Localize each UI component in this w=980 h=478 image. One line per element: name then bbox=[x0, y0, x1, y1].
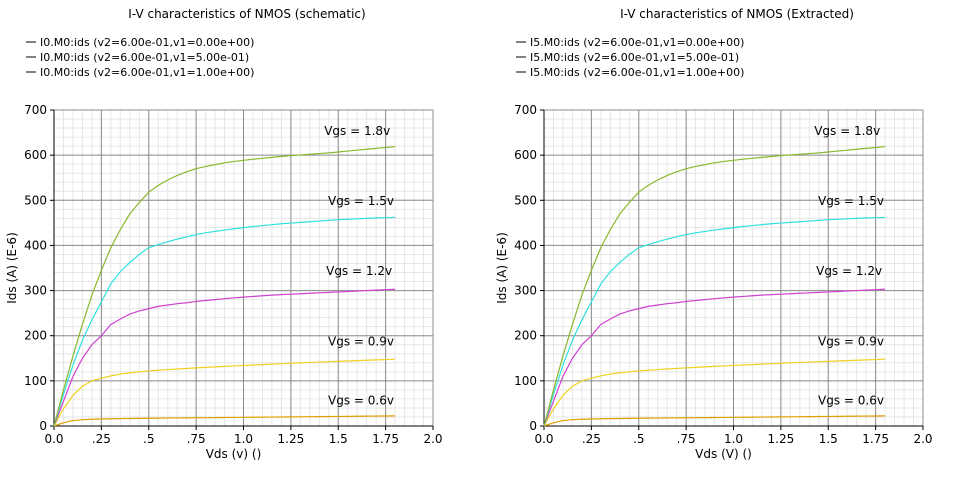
x-tick-label: 1.25 bbox=[278, 432, 305, 446]
x-tick-label: .5 bbox=[633, 432, 644, 446]
legend-entry: I5.M0:ids (v2=6.00e-01,v1=0.00e+00) bbox=[530, 36, 744, 49]
curve-label: Vgs = 1.2v bbox=[326, 264, 392, 278]
x-tick-label: .75 bbox=[677, 432, 696, 446]
curve-label: Vgs = 0.6v bbox=[818, 393, 884, 407]
x-tick-label: 1.75 bbox=[862, 432, 889, 446]
x-tick-label: 0.0 bbox=[44, 432, 63, 446]
x-tick-label: .25 bbox=[582, 432, 601, 446]
x-tick-label: 1.75 bbox=[372, 432, 399, 446]
y-tick-label: 0 bbox=[529, 419, 537, 433]
x-tick-label: 1.0 bbox=[234, 432, 253, 446]
y-tick-label: 200 bbox=[24, 329, 47, 343]
legend-entry: I0.M0:ids (v2=6.00e-01,v1=1.00e+00) bbox=[40, 66, 254, 79]
curve-label: Vgs = 1.5v bbox=[328, 194, 394, 208]
y-tick-label: 600 bbox=[514, 148, 537, 162]
y-tick-label: 500 bbox=[24, 193, 47, 207]
curve-label: Vgs = 0.9v bbox=[818, 335, 884, 349]
x-tick-label: 2.0 bbox=[423, 432, 442, 446]
series-line-1 bbox=[53, 415, 396, 427]
x-tick-label: .25 bbox=[92, 432, 111, 446]
x-axis-label: Vds (V) () bbox=[695, 447, 752, 461]
y-tick-label: 300 bbox=[514, 284, 537, 298]
legend-entry: I5.M0:ids (v2=6.00e-01,v1=1.00e+00) bbox=[530, 66, 744, 79]
series-line-3 bbox=[53, 288, 396, 427]
legend-entry: I5.M0:ids (v2=6.00e-01,v1=5.00e-01) bbox=[530, 51, 739, 64]
y-tick-label: 100 bbox=[514, 374, 537, 388]
chart-panel-1: I-V characteristics of NMOS (schematic) I… bbox=[5, 7, 443, 461]
curve-label: Vgs = 0.6v bbox=[328, 393, 394, 407]
x-tick-label: 2.0 bbox=[913, 432, 932, 446]
series-line-4 bbox=[53, 216, 396, 427]
chart-title: I-V characteristics of NMOS (Extracted) bbox=[620, 7, 854, 21]
y-tick-label: 200 bbox=[514, 329, 537, 343]
chart-panel-2: I-V characteristics of NMOS (Extracted) I… bbox=[495, 7, 933, 461]
series-line-2 bbox=[53, 358, 396, 427]
series-line-5 bbox=[53, 145, 396, 427]
x-tick-label: 0.0 bbox=[534, 432, 553, 446]
y-tick-label: 100 bbox=[24, 374, 47, 388]
legend-entry: I0.M0:ids (v2=6.00e-01,v1=0.00e+00) bbox=[40, 36, 254, 49]
y-tick-label: 400 bbox=[24, 238, 47, 252]
series-line-4 bbox=[543, 216, 886, 427]
x-tick-label: 1.5 bbox=[329, 432, 348, 446]
curve-label: Vgs = 0.9v bbox=[328, 335, 394, 349]
y-tick-label: 300 bbox=[24, 284, 47, 298]
x-tick-label: 1.5 bbox=[819, 432, 838, 446]
curve-label: Vgs = 1.2v bbox=[816, 264, 882, 278]
y-tick-label: 700 bbox=[514, 103, 537, 117]
chart-title: I-V characteristics of NMOS (schematic) bbox=[128, 7, 365, 21]
x-tick-label: 1.0 bbox=[724, 432, 743, 446]
series-line-5 bbox=[543, 145, 886, 427]
legend-entry: I0.M0:ids (v2=6.00e-01,v1=5.00e-01) bbox=[40, 51, 249, 64]
x-tick-label: 1.25 bbox=[768, 432, 795, 446]
series-line-2 bbox=[543, 358, 886, 427]
series-line-3 bbox=[543, 288, 886, 427]
grid bbox=[544, 109, 924, 426]
x-tick-label: .75 bbox=[187, 432, 206, 446]
series-group bbox=[543, 145, 886, 427]
curve-label: Vgs = 1.5v bbox=[818, 194, 884, 208]
series-line-1 bbox=[543, 415, 886, 427]
legend: I5.M0:ids (v2=6.00e-01,v1=0.00e+00) I5.M0… bbox=[516, 36, 744, 79]
legend: I0.M0:ids (v2=6.00e-01,v1=0.00e+00) I0.M0… bbox=[26, 36, 254, 79]
y-tick-label: 600 bbox=[24, 148, 47, 162]
y-axis-label: Ids (A) (E-6) bbox=[495, 232, 509, 304]
y-tick-label: 500 bbox=[514, 193, 537, 207]
y-tick-label: 700 bbox=[24, 103, 47, 117]
y-tick-label: 0 bbox=[39, 419, 47, 433]
y-tick-label: 400 bbox=[514, 238, 537, 252]
x-tick-label: .5 bbox=[143, 432, 154, 446]
curve-label: Vgs = 1.8v bbox=[324, 124, 390, 138]
series-group bbox=[53, 145, 396, 427]
y-axis-label: Ids (A) (E-6) bbox=[5, 232, 19, 304]
curve-label: Vgs = 1.8v bbox=[814, 124, 880, 138]
x-axis-label: Vds (v) () bbox=[206, 447, 262, 461]
